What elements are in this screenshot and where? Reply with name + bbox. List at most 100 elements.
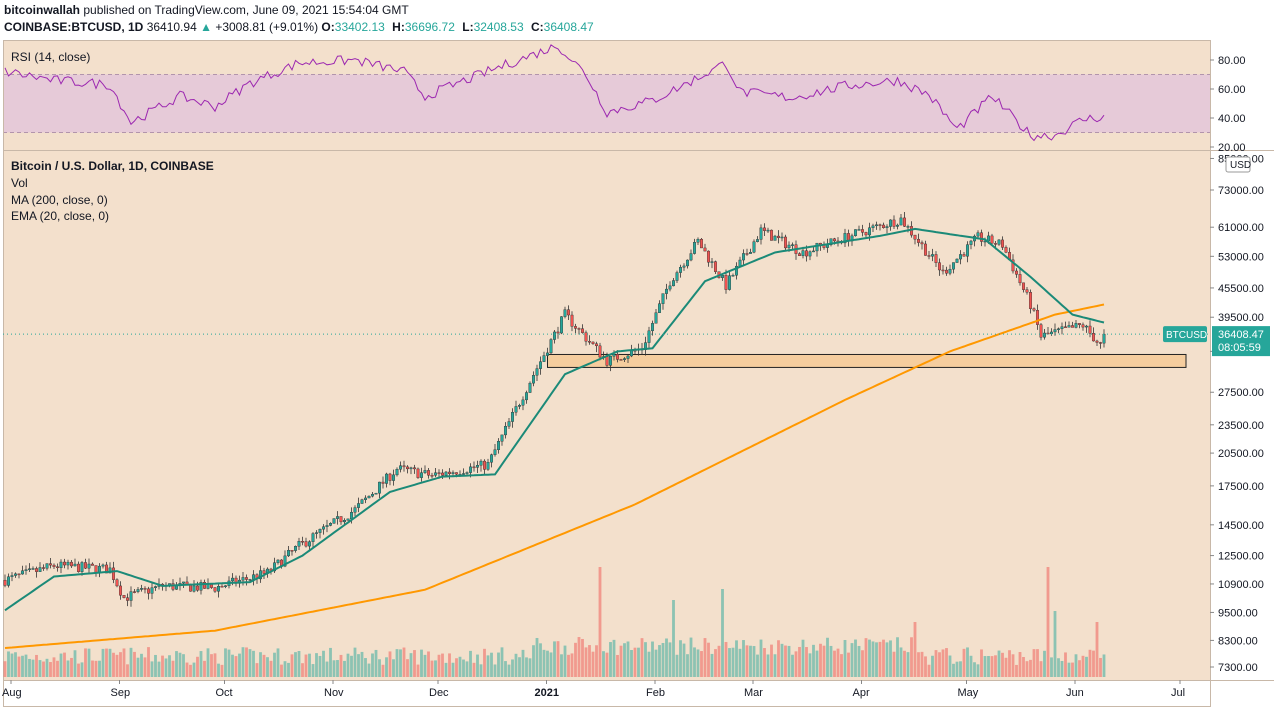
candle-body bbox=[378, 481, 382, 494]
candle-body bbox=[213, 587, 217, 592]
candle bbox=[759, 224, 763, 245]
volume-bar bbox=[196, 656, 199, 677]
candle bbox=[409, 466, 413, 475]
volume-bar bbox=[1074, 654, 1078, 677]
candle-body bbox=[843, 233, 847, 244]
volume-bar bbox=[892, 651, 896, 677]
volume-bar bbox=[542, 649, 546, 677]
candle-body bbox=[882, 224, 886, 229]
volume-bar bbox=[259, 652, 262, 677]
candle bbox=[1042, 329, 1046, 340]
candle-body bbox=[146, 588, 150, 594]
candle-body bbox=[745, 253, 749, 255]
candle-body bbox=[3, 579, 7, 586]
candle-body bbox=[1015, 270, 1019, 275]
volume-bar bbox=[581, 638, 584, 677]
candle bbox=[406, 465, 410, 474]
candle-body bbox=[917, 238, 921, 243]
candle bbox=[735, 262, 739, 280]
chart-title[interactable]: Bitcoin / U.S. Dollar, 1D, COINBASE bbox=[11, 159, 214, 173]
candle-body bbox=[808, 251, 812, 257]
volume-bar bbox=[164, 658, 168, 677]
candle-body bbox=[556, 331, 560, 334]
candle-body bbox=[244, 577, 248, 580]
candle bbox=[13, 572, 17, 578]
volume-bar bbox=[161, 655, 164, 677]
candle-body bbox=[94, 565, 98, 574]
candle bbox=[878, 223, 882, 231]
rsi-tick-label: 40.00 bbox=[1218, 113, 1246, 125]
volume-bar bbox=[994, 655, 997, 677]
candle bbox=[710, 258, 714, 269]
candle-body bbox=[962, 254, 966, 257]
volume-bar bbox=[10, 653, 14, 677]
time-tick-label: 2021 bbox=[535, 687, 559, 699]
volume-bar bbox=[255, 663, 259, 677]
volume-bar bbox=[707, 642, 710, 677]
candle bbox=[777, 230, 781, 244]
candle-body bbox=[941, 269, 945, 272]
volume-bar bbox=[325, 661, 329, 677]
volume-bar bbox=[199, 651, 203, 677]
candle bbox=[570, 311, 574, 332]
candle-body bbox=[1074, 323, 1078, 328]
candle-body bbox=[80, 562, 84, 572]
candle bbox=[1091, 327, 1095, 342]
vol-legend[interactable]: Vol bbox=[11, 176, 28, 190]
candle-body bbox=[920, 242, 924, 245]
candle bbox=[731, 273, 735, 277]
candle-body bbox=[686, 259, 690, 267]
candle-body bbox=[605, 356, 609, 366]
volume-bar bbox=[1095, 622, 1099, 677]
candle bbox=[378, 481, 382, 499]
volume-bar bbox=[791, 654, 794, 677]
volume-bar bbox=[175, 651, 178, 677]
candle bbox=[955, 258, 959, 263]
volume-bar bbox=[392, 659, 395, 677]
volume-bar bbox=[388, 651, 392, 677]
volume-bar bbox=[1092, 650, 1095, 677]
volume-bar bbox=[273, 652, 276, 677]
author-name[interactable]: bitcoinwallah bbox=[4, 3, 81, 17]
candle bbox=[882, 222, 886, 229]
candle bbox=[129, 586, 133, 607]
volume-bar bbox=[847, 652, 850, 677]
volume-bar bbox=[479, 664, 483, 677]
volume-bar bbox=[997, 650, 1001, 677]
candle bbox=[1001, 236, 1005, 251]
candle bbox=[756, 236, 760, 243]
candle-body bbox=[381, 481, 385, 484]
candle-body bbox=[500, 434, 504, 442]
candle bbox=[38, 562, 42, 573]
volume-bar bbox=[857, 645, 861, 677]
candle-body bbox=[136, 589, 140, 592]
symbol-name[interactable]: COINBASE:BTCUSD, 1D bbox=[4, 20, 144, 34]
volume-bar bbox=[770, 644, 773, 677]
candle-body bbox=[518, 405, 522, 407]
candle-body bbox=[315, 532, 319, 534]
volume-bar bbox=[588, 645, 591, 677]
rsi-legend[interactable]: RSI (14, close) bbox=[11, 50, 91, 64]
volume-bar bbox=[1060, 660, 1064, 677]
candle-body bbox=[1022, 282, 1026, 290]
candle-body bbox=[560, 316, 564, 334]
ma-legend[interactable]: MA (200, close, 0) bbox=[11, 193, 108, 207]
volume-bar bbox=[133, 651, 136, 677]
candle-body bbox=[402, 465, 406, 468]
candle-body bbox=[304, 541, 308, 547]
volume-bar bbox=[682, 643, 686, 677]
volume-bar bbox=[1064, 652, 1067, 677]
ema-legend[interactable]: EMA (20, close, 0) bbox=[11, 209, 110, 223]
volume-bar bbox=[147, 647, 150, 677]
volume-bar bbox=[308, 653, 311, 677]
volume-bar bbox=[252, 650, 255, 677]
candle-body bbox=[931, 254, 935, 257]
candle-body bbox=[325, 525, 329, 527]
volume-bar bbox=[399, 649, 402, 677]
volume-bar bbox=[315, 653, 318, 677]
candle-body bbox=[700, 238, 704, 249]
candle-body bbox=[672, 280, 676, 287]
candle bbox=[661, 293, 665, 310]
volume-bar bbox=[1043, 650, 1046, 677]
